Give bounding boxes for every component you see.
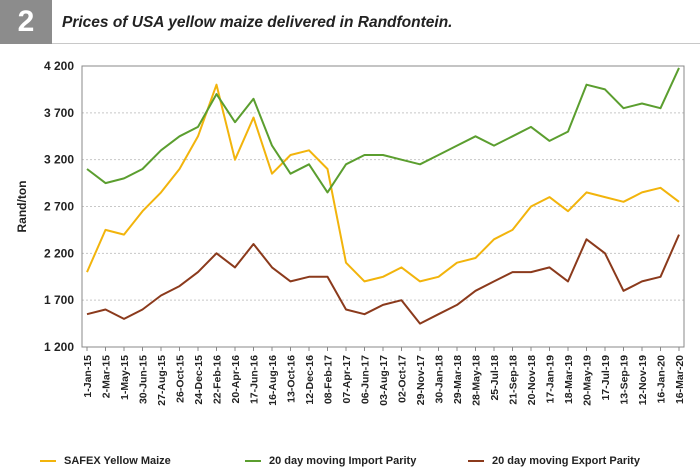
y-axis-title: Rand/ton <box>15 181 29 233</box>
figure-number: 2 <box>17 5 35 38</box>
legend-swatch-import <box>245 460 261 462</box>
y-tick-label: 2 200 <box>44 246 74 260</box>
x-tick-label: 16-Aug-16 <box>267 355 279 406</box>
x-tick-label: 20-Nov-18 <box>526 355 538 405</box>
y-tick-label: 4 200 <box>44 59 74 73</box>
x-tick-label: 07-Apr-17 <box>341 355 353 404</box>
y-tick-label: 3 200 <box>44 153 74 167</box>
x-tick-label: 17-Jun-16 <box>249 355 261 404</box>
series-line-import-parity <box>86 67 680 194</box>
x-tick-label: 17-Jul-19 <box>600 355 612 401</box>
legend-swatch-export <box>468 460 484 462</box>
figure-title: Prices of USA yellow maize delivered in … <box>62 14 453 31</box>
line-chart: 1 200 1 700 2 200 2 700 3 200 3 700 4 200 Rand/… <box>15 59 686 406</box>
x-tick-label: 02-Oct-17 <box>397 355 409 403</box>
x-tick-label: 17-Jan-19 <box>545 355 557 404</box>
legend-item-import: 20 day moving Import Parity <box>245 452 416 470</box>
legend-item-export: 20 day moving Export Parity <box>468 452 640 470</box>
x-tick-label: 13-Oct-16 <box>286 355 298 403</box>
legend-label-export: 20 day moving Export Parity <box>492 455 640 467</box>
x-tick-label: 27-Aug-15 <box>156 355 168 406</box>
x-tick-label: 30-Jun-15 <box>138 355 150 404</box>
y-tick-label: 3 700 <box>44 106 74 120</box>
legend-item-safex: SAFEX Yellow Maize <box>40 452 171 470</box>
x-tick-label: 12-Nov-19 <box>637 355 649 405</box>
series-line-safex-yellow-maize <box>86 83 680 283</box>
x-tick-label: 2-Mar-15 <box>101 355 113 398</box>
legend-label-safex: SAFEX Yellow Maize <box>64 455 171 467</box>
x-tick-label: 24-Dec-15 <box>193 355 205 405</box>
x-tick-label: 21-Sep-18 <box>508 355 520 405</box>
x-tick-label: 1-May-15 <box>119 355 131 400</box>
x-tick-label: 25-Jul-18 <box>489 355 501 401</box>
x-tick-label: 16-Mar-20 <box>674 355 686 404</box>
y-tick-label: 1 200 <box>44 340 74 354</box>
x-tick-label: 29-Nov-17 <box>415 355 427 405</box>
x-tick-label: 30-Jan-18 <box>434 355 446 404</box>
x-tick-label: 06-Jun-17 <box>360 355 372 404</box>
x-tick-label: 03-Aug-17 <box>378 355 390 406</box>
figure-number-badge: 2 <box>0 0 52 44</box>
x-tick-label: 13-Sep-19 <box>619 355 631 405</box>
x-tick-label: 08-Feb-17 <box>323 355 335 404</box>
series-line-export-parity <box>86 234 680 325</box>
legend-label-import: 20 day moving Import Parity <box>269 455 417 467</box>
x-tick-label: 18-Mar-19 <box>563 355 575 404</box>
x-tick-label: 20-Apr-16 <box>230 355 242 404</box>
x-tick-label: 12-Dec-16 <box>304 355 316 405</box>
x-tick-label: 20-May-19 <box>582 355 594 406</box>
x-tick-label: 26-Oct-15 <box>175 355 187 403</box>
x-tick-label: 22-Feb-16 <box>212 355 224 404</box>
x-tick-label: 16-Jan-20 <box>656 355 668 404</box>
x-tick-label: 29-Mar-18 <box>452 355 464 404</box>
y-tick-label: 2 700 <box>44 200 74 214</box>
x-tick-label: 1-Jan-15 <box>82 355 94 398</box>
y-tick-label: 1 700 <box>44 293 74 307</box>
legend-swatch-safex <box>40 460 56 462</box>
x-tick-label: 28-May-18 <box>471 355 483 406</box>
title-divider <box>52 43 700 44</box>
